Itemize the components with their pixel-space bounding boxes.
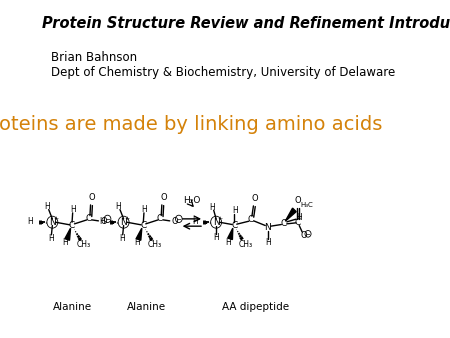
Text: H: H (99, 217, 104, 226)
Text: H: H (27, 217, 33, 226)
Text: H: H (296, 213, 302, 222)
Text: H₃C: H₃C (300, 201, 313, 208)
Text: +: + (54, 216, 58, 221)
Text: O: O (89, 193, 95, 202)
Text: O: O (295, 196, 302, 206)
Text: O: O (160, 193, 166, 202)
Text: H: H (119, 234, 125, 243)
Text: H₂O: H₂O (183, 196, 201, 205)
Text: −: − (176, 216, 181, 221)
Text: C: C (140, 221, 146, 230)
Polygon shape (65, 228, 71, 240)
Text: CH₃: CH₃ (148, 240, 162, 249)
Text: +: + (125, 216, 130, 221)
Text: N: N (49, 218, 56, 227)
Text: C: C (69, 221, 75, 230)
Text: +: + (217, 216, 222, 221)
Text: −: − (306, 231, 310, 236)
Text: C: C (248, 215, 254, 224)
Text: H: H (213, 233, 219, 242)
Text: Proteins are made by linking amino acids: Proteins are made by linking amino acids (0, 115, 382, 134)
Text: Alanine: Alanine (127, 302, 166, 312)
Text: C: C (157, 214, 163, 223)
Text: H: H (70, 205, 76, 214)
Text: −: − (105, 216, 110, 221)
Polygon shape (285, 208, 296, 221)
Text: H: H (134, 238, 140, 247)
Text: N: N (120, 218, 127, 227)
Text: Dept of Chemistry & Biochemistry, University of Delaware: Dept of Chemistry & Biochemistry, Univer… (51, 66, 395, 79)
Text: Alanine: Alanine (53, 302, 92, 312)
Text: N: N (213, 218, 220, 227)
Text: H: H (44, 202, 50, 211)
Text: O: O (252, 194, 258, 203)
Text: N: N (264, 223, 271, 232)
Text: O: O (301, 231, 307, 240)
Text: AA dipeptide: AA dipeptide (222, 302, 289, 312)
Text: CH₃: CH₃ (238, 240, 252, 249)
Text: H: H (63, 238, 68, 247)
Text: C: C (281, 219, 287, 228)
Text: H: H (225, 238, 231, 247)
Text: C: C (231, 221, 238, 230)
Text: C: C (86, 214, 92, 223)
Text: H: H (141, 205, 147, 214)
Polygon shape (136, 228, 142, 240)
Text: H: H (232, 206, 238, 215)
Text: CH₃: CH₃ (76, 240, 90, 249)
Text: Protein Structure Review and Refinement Introduction: Protein Structure Review and Refinement … (42, 16, 450, 31)
Text: H: H (48, 234, 54, 243)
Text: O: O (172, 217, 179, 226)
Polygon shape (228, 228, 233, 240)
Text: H: H (115, 202, 121, 211)
Text: H: H (192, 217, 198, 226)
Text: O: O (101, 217, 107, 226)
Text: C: C (295, 218, 301, 227)
Text: H: H (265, 238, 271, 247)
Text: H: H (210, 203, 216, 212)
Text: Brian Bahnson: Brian Bahnson (51, 51, 137, 64)
